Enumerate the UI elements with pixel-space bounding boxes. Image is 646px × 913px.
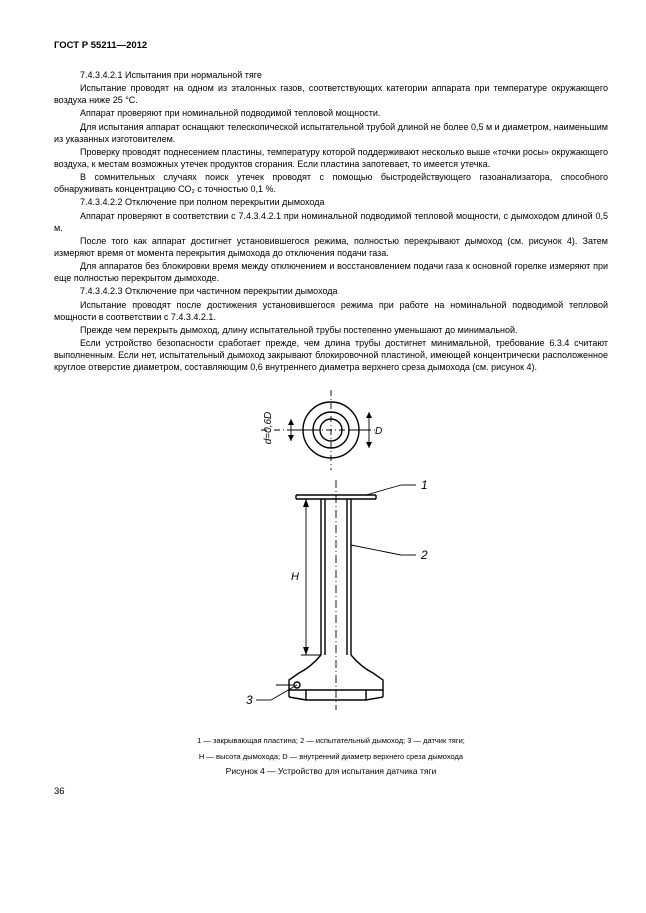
para: Аппарат проверяют в соответствии с 7.4.3… xyxy=(54,210,608,234)
figure-4-svg: D d=0,6D xyxy=(201,385,461,725)
doc-header: ГОСТ Р 55211—2012 xyxy=(54,40,608,51)
para: В сомнительных случаях поиск утечек пров… xyxy=(54,171,608,195)
figure-4: D d=0,6D xyxy=(54,385,608,776)
para: Испытание проводят после достижения уста… xyxy=(54,299,608,323)
figure-legend-1: 1 — закрывающая пластина; 2 — испытатель… xyxy=(54,736,608,746)
para-7-4-3-4-2-1-title: 7.4.3.4.2.1 Испытания при нормальной тяг… xyxy=(54,69,608,81)
para-7-4-3-4-2-2-title: 7.4.3.4.2.2 Отключение при полном перекр… xyxy=(54,196,608,208)
figure-caption: Рисунок 4 — Устройство для испытания дат… xyxy=(54,766,608,776)
para: Аппарат проверяют при номинальной подвод… xyxy=(54,107,608,119)
label-1: 1 xyxy=(421,478,428,492)
label-D: D xyxy=(375,426,382,437)
para: Проверку проводят поднесением пластины, … xyxy=(54,146,608,170)
figure-legend-2: H — высота дымохода; D — внутренний диам… xyxy=(54,752,608,762)
label-H: H xyxy=(291,571,299,583)
para: Для испытания аппарат оснащают телескопи… xyxy=(54,121,608,145)
document-body: 7.4.3.4.2.1 Испытания при нормальной тяг… xyxy=(54,69,608,373)
side-view: 1 2 xyxy=(246,478,428,710)
label-d-eq: d=0,6D xyxy=(263,412,274,445)
page-number: 36 xyxy=(54,786,608,797)
para: Для аппаратов без блокировки время между… xyxy=(54,260,608,284)
top-view: D d=0,6D xyxy=(261,390,382,470)
para: Прежде чем перекрыть дымоход, длину испы… xyxy=(54,324,608,336)
para: Испытание проводят на одном из эталонных… xyxy=(54,82,608,106)
para: После того как аппарат достигнет установ… xyxy=(54,235,608,259)
para: Если устройство безопасности сработает п… xyxy=(54,337,608,373)
para-7-4-3-4-2-3-title: 7.4.3.4.2.3 Отключение при частичном пер… xyxy=(54,285,608,297)
label-2: 2 xyxy=(420,548,428,562)
label-3: 3 xyxy=(246,693,253,707)
